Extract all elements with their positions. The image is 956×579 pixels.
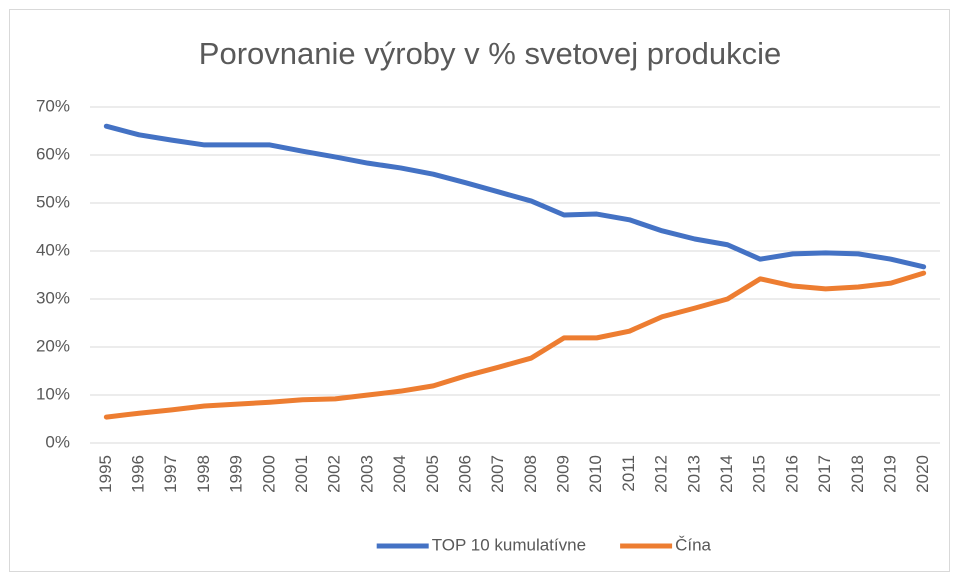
chart-border [9, 9, 950, 572]
x-tick-label: 2018 [848, 455, 867, 493]
chart-title: Porovnanie výroby v % svetovej produkcie [199, 36, 781, 71]
x-tick-label: 2002 [325, 455, 344, 493]
x-tick-label: 2001 [292, 455, 311, 493]
x-tick-label: 2000 [259, 455, 278, 493]
x-tick-label: 2004 [390, 455, 409, 493]
x-tick-label: 2013 [684, 455, 703, 493]
y-tick-label: 70% [36, 96, 70, 115]
y-tick-label: 60% [36, 144, 70, 163]
y-tick-label: 10% [36, 384, 70, 403]
y-tick-label: 50% [36, 192, 70, 211]
y-tick-label: 20% [36, 336, 70, 355]
line-series [103, 123, 927, 270]
x-tick-label: 2007 [488, 455, 507, 493]
x-tick-label: 2009 [554, 455, 573, 493]
x-tick-label: 2019 [880, 455, 899, 493]
x-tick-label: 2014 [717, 455, 736, 493]
legend-label: TOP 10 kumulatívne [432, 535, 586, 554]
x-tick-label: 2020 [913, 455, 932, 493]
x-tick-label: 2015 [750, 455, 769, 493]
x-tick-label: 1995 [96, 455, 115, 493]
x-tick-label: 2003 [357, 455, 376, 493]
x-tick-label: 2012 [652, 455, 671, 493]
y-tick-label: 0% [45, 432, 70, 451]
x-tick-label: 2008 [521, 455, 540, 493]
x-tick-label: 2016 [782, 455, 801, 493]
line-series [103, 270, 927, 420]
x-tick-label: 2010 [586, 455, 605, 493]
x-tick-label: 1997 [161, 455, 180, 493]
x-tick-label: 2017 [815, 455, 834, 493]
x-tick-label: 2011 [619, 455, 638, 492]
legend-label: Čína [675, 535, 711, 554]
x-tick-label: 2006 [455, 455, 474, 493]
x-tick-label: 1999 [227, 455, 246, 493]
x-tick-label: 1998 [194, 455, 213, 493]
y-tick-label: 40% [36, 240, 70, 259]
x-tick-label: 2005 [423, 455, 442, 493]
x-tick-label: 1996 [129, 455, 148, 493]
y-tick-label: 30% [36, 288, 70, 307]
